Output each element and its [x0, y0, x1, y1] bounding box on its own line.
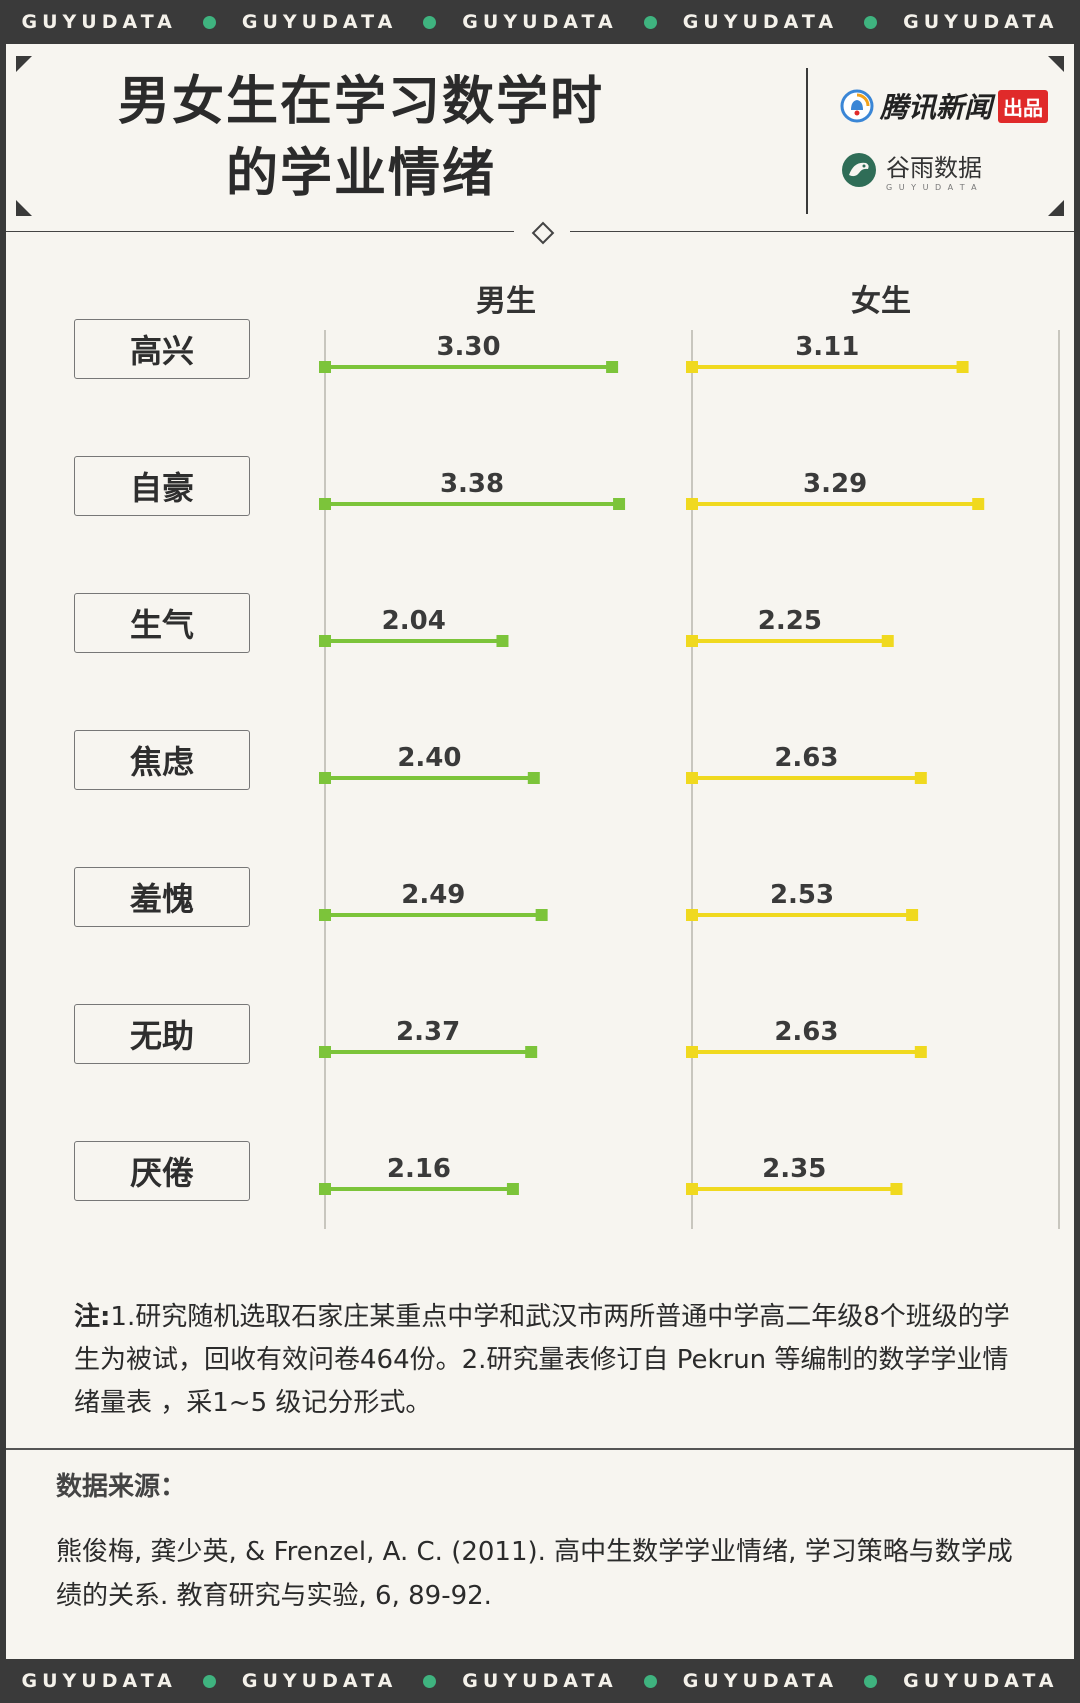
header-rule-right: [570, 231, 1074, 232]
bar-start-marker: [686, 635, 698, 647]
value-label: 3.11: [795, 332, 859, 362]
value-label: 2.63: [774, 743, 838, 773]
band-word: GUYUDATA: [462, 11, 618, 33]
bar-start-marker: [686, 909, 698, 921]
guyu-data-logo: 谷雨数据 G U Y U D A T A: [840, 148, 982, 192]
bar-end-marker: [606, 361, 619, 373]
bar-end-marker: [890, 1183, 903, 1195]
band-dot: [643, 15, 657, 29]
band-dot: [202, 15, 216, 29]
header-divider: [806, 68, 808, 214]
source-text: 熊俊梅, 龚少英, & Frenzel, A. C. (2011). 高中生数学…: [56, 1537, 1013, 1611]
bell-logo-icon: [840, 89, 874, 123]
bar-end-marker: [881, 635, 894, 647]
value-label: 2.04: [382, 606, 446, 636]
category-label: 生气: [74, 593, 250, 653]
bar-end-marker: [914, 772, 927, 784]
bar-start-marker: [686, 772, 698, 784]
brand1-name: 腾讯新闻: [880, 91, 993, 124]
brand2-sub: G U Y U D A T A: [886, 183, 979, 192]
corner-mark: [16, 56, 32, 72]
band-word: GUYUDATA: [462, 1670, 618, 1692]
bar-end-marker: [506, 1183, 519, 1195]
band-dot: [202, 1674, 216, 1688]
band-word: GUYUDATA: [21, 1670, 177, 1692]
band-dot: [864, 1674, 878, 1688]
bottom-band: GUYUDATA GUYUDATA GUYUDATA GUYUDATA GUYU…: [0, 1659, 1080, 1703]
category-label: 自豪: [74, 456, 250, 516]
note-block: 注:1.研究随机选取石家庄某重点中学和武汉市两所普通中学高二年级8个班级的学生为…: [74, 1296, 1034, 1425]
bar-start-marker: [319, 1183, 331, 1195]
bar-end-marker: [613, 498, 626, 510]
value-label: 2.49: [401, 880, 465, 910]
top-band: GUYUDATA GUYUDATA GUYUDATA GUYUDATA GUYU…: [0, 0, 1080, 44]
value-label: 2.16: [387, 1154, 451, 1184]
series-header-male: 男生: [476, 284, 536, 319]
bar-end-marker: [527, 772, 540, 784]
value-label: 2.53: [770, 880, 834, 910]
note-text: 1.研究随机选取石家庄某重点中学和武汉市两所普通中学高二年级8个班级的学生为被试…: [74, 1302, 1010, 1418]
corner-mark: [1048, 200, 1064, 216]
bar-start-marker: [319, 1046, 331, 1058]
bar-end-marker: [535, 909, 548, 921]
bar-start-marker: [319, 361, 331, 373]
value-label: 2.63: [774, 1017, 838, 1047]
category-label: 焦虑: [74, 730, 250, 790]
value-label: 2.35: [762, 1154, 826, 1184]
category-label: 高兴: [74, 319, 250, 379]
source-title: 数据来源：: [56, 1472, 187, 1502]
tencent-news-logo: 腾讯新闻 出品: [840, 86, 1049, 126]
bar-end-marker: [496, 635, 509, 647]
category-label: 无助: [74, 1004, 250, 1064]
bar-end-marker: [906, 909, 919, 921]
band-word: GUYUDATA: [241, 1670, 398, 1692]
value-label: 3.29: [803, 469, 867, 499]
band-dot: [643, 1674, 657, 1688]
band-word: GUYUDATA: [903, 11, 1059, 33]
bird-logo-icon: [842, 153, 876, 187]
bar-end-marker: [914, 1046, 927, 1058]
band-word: GUYUDATA: [21, 11, 177, 33]
band-word: GUYUDATA: [241, 11, 398, 33]
band-dot: [423, 15, 437, 29]
value-label: 2.25: [758, 606, 822, 636]
corner-mark: [1048, 56, 1064, 72]
bar-start-marker: [319, 498, 331, 510]
bar-end-marker: [525, 1046, 538, 1058]
bar-start-marker: [686, 498, 698, 510]
value-label: 2.37: [396, 1017, 460, 1047]
band-word: GUYUDATA: [903, 1670, 1059, 1692]
band-dot: [423, 1674, 437, 1688]
title-line-2: 的学业情绪: [225, 144, 496, 204]
bar-start-marker: [319, 635, 331, 647]
bar-start-marker: [686, 1183, 698, 1195]
value-label: 3.30: [436, 332, 500, 362]
bar-start-marker: [319, 909, 331, 921]
brand2-name: 谷雨数据: [886, 154, 982, 182]
bar-end-marker: [956, 361, 969, 373]
band-word: GUYUDATA: [682, 11, 839, 33]
note-label: 注:: [74, 1302, 111, 1332]
title-line-1: 男女生在学习数学时: [117, 72, 604, 132]
bar-start-marker: [319, 772, 331, 784]
brand1-tag: 出品: [998, 89, 1049, 123]
value-label: 2.40: [397, 743, 461, 773]
section-divider: [6, 1448, 1074, 1450]
band-word: GUYUDATA: [682, 1670, 839, 1692]
corner-mark: [16, 200, 32, 216]
value-label: 3.38: [440, 469, 504, 499]
category-label: 羞愧: [74, 867, 250, 927]
series-header-female: 女生: [851, 284, 911, 319]
category-label: 厌倦: [74, 1141, 250, 1201]
bar-start-marker: [686, 1046, 698, 1058]
infographic-card: 男女生在学习数学时 的学业情绪 腾讯新闻 出品 谷雨数据 G U Y U D A…: [6, 44, 1074, 1659]
band-dot: [864, 15, 878, 29]
header-rule-left: [6, 231, 514, 232]
page-title: 男女生在学习数学时 的学业情绪: [96, 66, 626, 210]
bar-end-marker: [972, 498, 985, 510]
bar-start-marker: [686, 361, 698, 373]
chart-area: 3.30 3.11 3.38 3.29 2.04 2.25 2.40 2.63 2.49 2.53…: [319, 330, 1060, 1229]
